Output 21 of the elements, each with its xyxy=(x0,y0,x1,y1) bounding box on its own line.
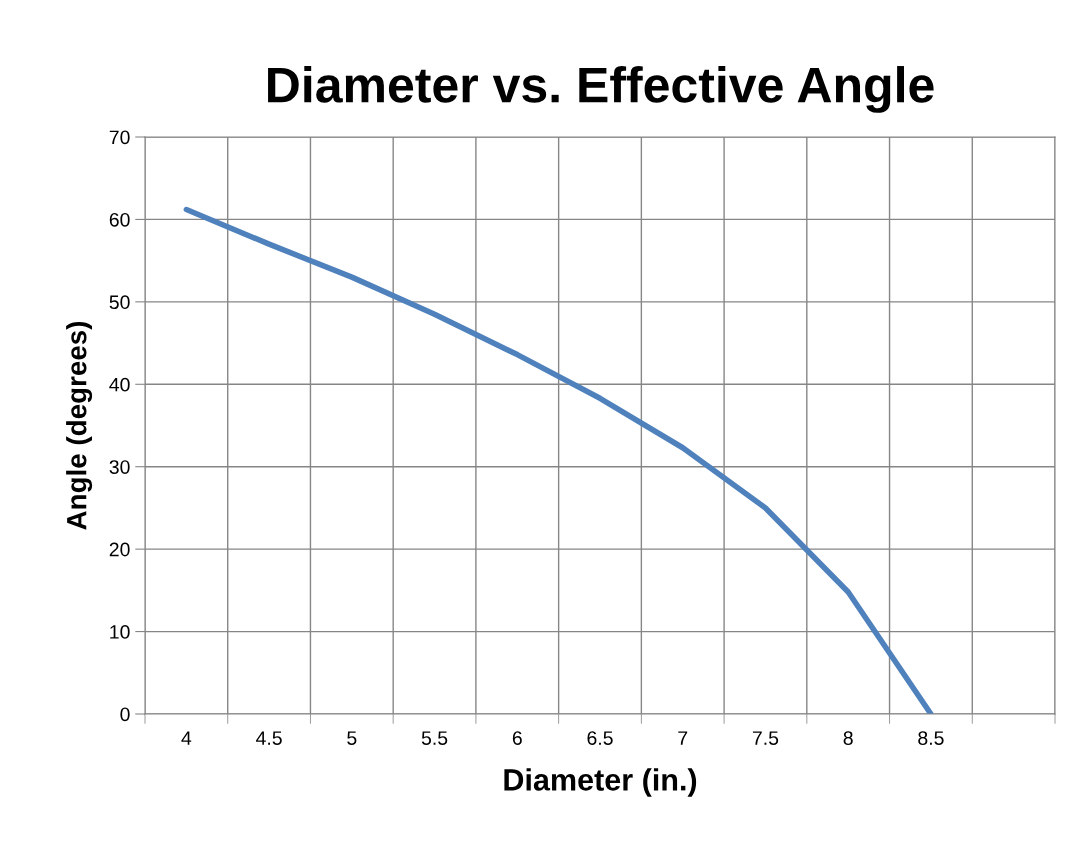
y-tick-label: 0 xyxy=(120,707,130,722)
y-tick-label: 10 xyxy=(110,625,130,639)
x-tick-label: 6.5 xyxy=(587,731,613,745)
y-tick-label: 30 xyxy=(109,460,130,474)
chart-title: Diameter vs. Effective Angle xyxy=(268,66,934,113)
y-tick-label: 20 xyxy=(109,542,130,557)
x-tick-label: 8 xyxy=(843,731,853,745)
y-tick-label: 70 xyxy=(109,130,130,145)
y-tick-label: 60 xyxy=(109,212,130,227)
x-tick-label: 4.5 xyxy=(256,731,282,745)
x-tick-label: 4 xyxy=(181,731,192,745)
x-tick-label: 7.5 xyxy=(752,731,779,745)
x-tick-label: 8.5 xyxy=(918,731,944,745)
x-tick-label: 6 xyxy=(512,731,522,745)
x-axis-title: Diameter (in.) xyxy=(504,768,697,797)
x-tick-label: 5 xyxy=(347,731,357,745)
y-tick-label: 50 xyxy=(109,295,130,310)
y-axis-title: Angle (degrees) xyxy=(66,321,93,530)
x-tick-label: 5.5 xyxy=(421,731,448,745)
y-tick-label: 40 xyxy=(109,377,130,392)
x-tick-label: 7 xyxy=(678,731,688,745)
